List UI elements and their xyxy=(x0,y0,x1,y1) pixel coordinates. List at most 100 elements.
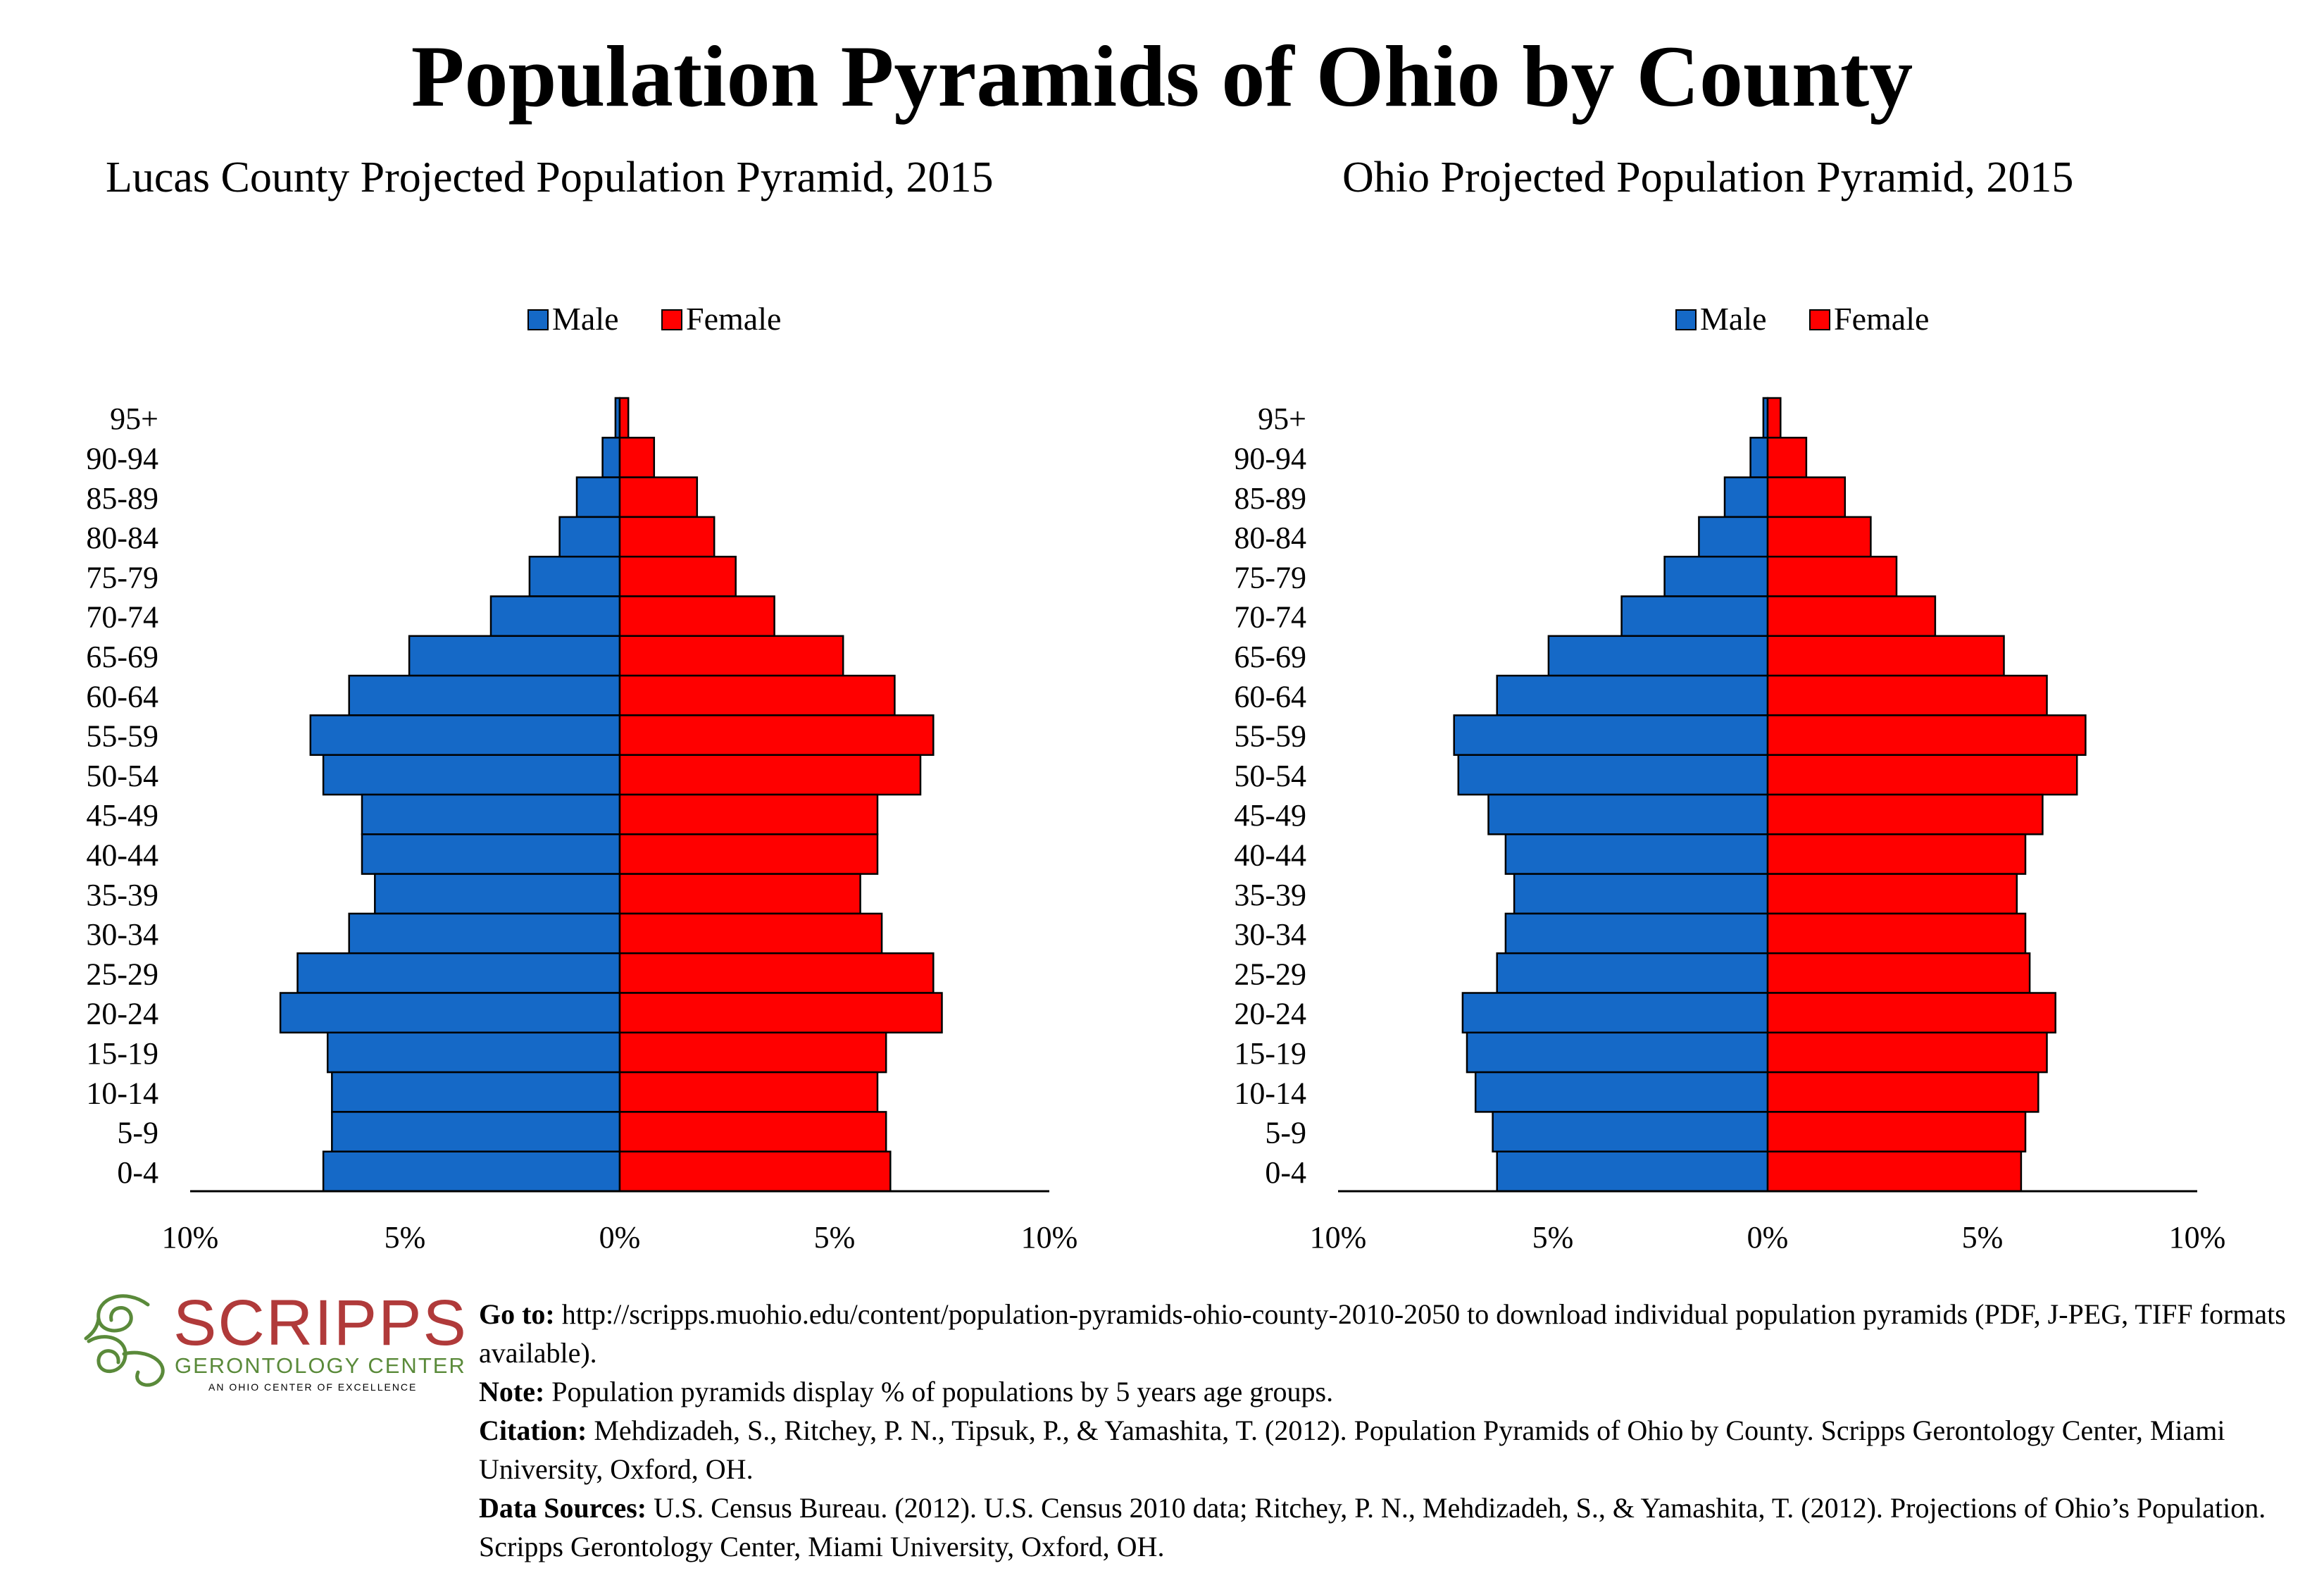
bar-female-25-29 xyxy=(618,952,935,994)
category-label: 80-84 xyxy=(1234,521,1306,555)
category-label: 10-14 xyxy=(1234,1076,1306,1110)
x-tick-label: 10% xyxy=(1021,1220,1078,1255)
category-label: 40-44 xyxy=(86,838,158,872)
bar-female-85-89 xyxy=(618,476,699,518)
legend-swatch-male xyxy=(527,309,549,330)
bar-male-25-29 xyxy=(296,952,621,994)
bar-male-0-4 xyxy=(1496,1150,1769,1193)
legend-swatch-female xyxy=(661,309,682,330)
note-data-sources: Data Sources: U.S. Census Bureau. (2012)… xyxy=(479,1488,2310,1566)
note-label: Note: xyxy=(479,1376,545,1407)
legend: Male Female xyxy=(527,301,781,337)
category-label: 80-84 xyxy=(86,521,158,555)
note-label: Citation: xyxy=(479,1415,587,1446)
x-tick-label: 10% xyxy=(1310,1220,1367,1255)
bar-male-70-74 xyxy=(489,595,621,638)
bar-female-90-94 xyxy=(618,437,656,478)
page-title: Population Pyramids of Ohio by County xyxy=(411,28,1913,125)
legend-label-male: Male xyxy=(1700,301,1767,337)
bar-male-55-59 xyxy=(309,714,621,756)
x-tick-label: 5% xyxy=(385,1220,426,1255)
category-label: 90-94 xyxy=(1234,441,1306,476)
category-label: 25-29 xyxy=(1234,957,1306,991)
bar-male-50-54 xyxy=(322,754,621,796)
bar-female-90-94 xyxy=(1766,437,1808,478)
bar-female-70-74 xyxy=(618,595,775,638)
ohio-pyramid-chart: Male Female 95+ 90-94 85-89 80-84 75-79 70-74 65… xyxy=(1234,301,2226,1255)
legend-swatch-male xyxy=(1675,309,1697,330)
category-label: 70-74 xyxy=(86,600,158,635)
category-label: 50-54 xyxy=(86,759,158,793)
category-label: 65-69 xyxy=(1234,640,1306,674)
bar-female-60-64 xyxy=(1766,674,2048,716)
logo-tagline: AN OHIO CENTER OF EXCELLENCE xyxy=(208,1381,418,1393)
category-label: 0-4 xyxy=(117,1155,158,1190)
category-label: 55-59 xyxy=(1234,719,1306,754)
category-label: 65-69 xyxy=(86,640,158,674)
bar-male-75-79 xyxy=(1663,555,1769,597)
note-text: U.S. Census Bureau. (2012). U.S. Census … xyxy=(479,1492,2266,1562)
category-label: 15-19 xyxy=(1234,1036,1306,1071)
category-label: 70-74 xyxy=(1234,600,1306,635)
bar-male-5-9 xyxy=(1492,1111,1769,1152)
bar-female-0-4 xyxy=(1766,1150,2023,1193)
bar-male-15-19 xyxy=(1466,1031,1769,1074)
chart-title-ohio: Ohio Projected Population Pyramid, 2015 xyxy=(1342,154,2074,201)
category-label: 40-44 xyxy=(1234,838,1306,872)
category-label: 45-49 xyxy=(86,798,158,833)
bar-male-50-54 xyxy=(1457,754,1769,796)
bar-female-55-59 xyxy=(618,714,935,756)
bar-female-35-39 xyxy=(618,873,861,915)
bar-female-80-84 xyxy=(618,516,716,558)
legend-swatch-female xyxy=(1809,309,1830,330)
category-label: 75-79 xyxy=(1234,560,1306,595)
bar-female-60-64 xyxy=(618,674,896,716)
bar-male-35-39 xyxy=(1513,873,1769,915)
x-tick-label: 10% xyxy=(162,1220,219,1255)
bar-male-20-24 xyxy=(1461,992,1769,1034)
bar-male-65-69 xyxy=(408,635,621,677)
category-label: 20-24 xyxy=(86,997,158,1031)
source-notes: Go to: http://scripps.muohio.edu/content… xyxy=(479,1295,2310,1566)
bar-female-95+ xyxy=(618,397,630,439)
bar-female-10-14 xyxy=(618,1071,879,1113)
swirl-icon xyxy=(84,1294,165,1387)
bar-female-55-59 xyxy=(1766,714,2087,756)
bar-female-45-49 xyxy=(1766,793,2044,835)
bar-female-35-39 xyxy=(1766,873,2018,915)
bar-female-45-49 xyxy=(618,793,879,835)
bar-male-70-74 xyxy=(1620,595,1769,638)
bar-female-75-79 xyxy=(1766,555,1898,597)
note-goto: Go to: http://scripps.muohio.edu/content… xyxy=(479,1295,2310,1372)
bar-male-45-49 xyxy=(361,793,621,835)
bar-male-30-34 xyxy=(348,912,621,955)
bar-male-40-44 xyxy=(1504,833,1769,875)
category-label: 30-34 xyxy=(1234,917,1306,952)
bar-female-25-29 xyxy=(1766,952,2031,994)
category-label: 5-9 xyxy=(1265,1116,1306,1150)
note-text: Mehdizadeh, S., Ritchey, P. N., Tipsuk, … xyxy=(479,1415,2225,1485)
x-tick-label: 10% xyxy=(2169,1220,2226,1255)
bar-male-90-94 xyxy=(601,437,621,478)
note-label: Data Sources: xyxy=(479,1492,647,1524)
bar-female-85-89 xyxy=(1766,476,1847,518)
bar-male-40-44 xyxy=(361,833,621,875)
legend-label-male: Male xyxy=(552,301,619,337)
bar-male-30-34 xyxy=(1504,912,1769,955)
bar-male-80-84 xyxy=(1698,516,1769,558)
bar-female-50-54 xyxy=(1766,754,2078,796)
chart-title-lucas: Lucas County Projected Population Pyrami… xyxy=(106,154,994,201)
bar-male-20-24 xyxy=(279,992,621,1034)
bar-male-55-59 xyxy=(1453,714,1769,756)
bar-male-15-19 xyxy=(326,1031,621,1074)
bar-male-35-39 xyxy=(374,873,621,915)
note-label: Go to: xyxy=(479,1298,555,1330)
category-label: 30-34 xyxy=(86,917,158,952)
bar-female-30-34 xyxy=(618,912,883,955)
category-label: 60-64 xyxy=(1234,679,1306,714)
bar-female-5-9 xyxy=(1766,1111,2027,1152)
bar-male-10-14 xyxy=(331,1071,621,1113)
x-tick-label: 5% xyxy=(814,1220,856,1255)
category-label: 45-49 xyxy=(1234,798,1306,833)
bar-female-40-44 xyxy=(1766,833,2027,875)
